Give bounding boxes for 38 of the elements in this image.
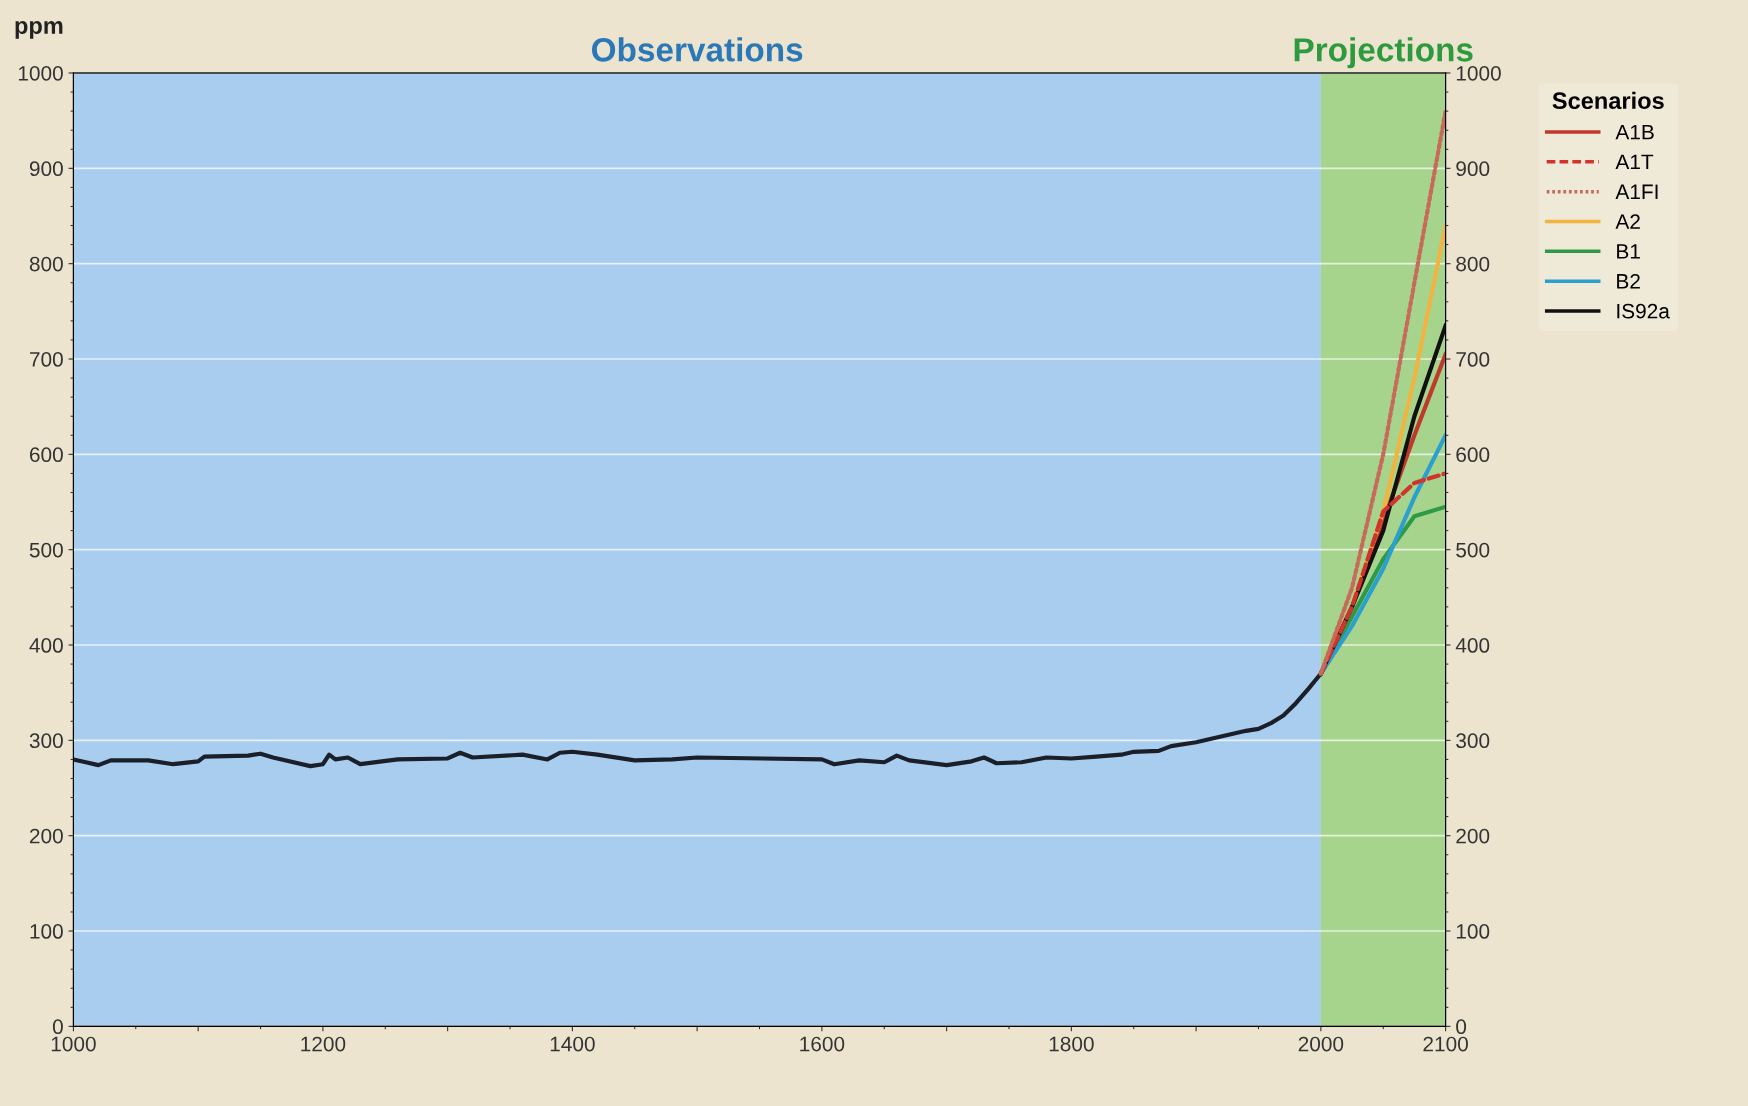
y-tick-label: 600 — [30, 447, 63, 463]
y2-tick-label: 900 — [1456, 161, 1490, 177]
y2-tick-label: 200 — [1456, 828, 1490, 844]
y2-tick-label: 600 — [1456, 447, 1490, 463]
legend-label: A1FI — [1615, 184, 1658, 199]
x-tick-label: 2100 — [1423, 1036, 1468, 1052]
y2-tick-label: 100 — [1456, 924, 1490, 939]
x-tick-label: 2000 — [1298, 1036, 1344, 1052]
y-tick-label: 200 — [29, 828, 63, 844]
legend-label: B2 — [1617, 273, 1640, 289]
y-tick-label: 400 — [29, 638, 63, 653]
legend-label: A2 — [1615, 214, 1640, 229]
legend-label: B1 — [1617, 244, 1640, 259]
y-tick-label: 0 — [52, 1019, 63, 1035]
legend-label: A1B — [1615, 124, 1654, 140]
y2-tick-label: 800 — [1456, 256, 1490, 272]
y-tick-label: 700 — [30, 352, 63, 367]
y-tick-label: 500 — [29, 542, 63, 558]
y-tick-label: 900 — [29, 161, 63, 177]
legend-label: IS92a — [1617, 303, 1670, 319]
band-label: Observations — [591, 37, 803, 62]
y-tick-label: 800 — [29, 256, 63, 272]
y-tick-label: 100 — [30, 924, 63, 939]
y2-tick-label: 0 — [1456, 1019, 1467, 1035]
y-axis-title: ppm — [15, 21, 63, 39]
y-tick-label: 300 — [29, 733, 63, 749]
y2-tick-label: 300 — [1456, 733, 1490, 749]
x-tick-label: 1600 — [800, 1036, 845, 1052]
y2-tick-label: 500 — [1456, 542, 1490, 558]
x-tick-label: 1000 — [51, 1036, 96, 1052]
x-tick-label: 1200 — [301, 1036, 346, 1052]
y2-tick-label: 400 — [1455, 638, 1490, 653]
x-tick-label: 1400 — [550, 1036, 595, 1052]
x-tick-label: 1800 — [1049, 1036, 1094, 1052]
legend-title: Scenarios — [1552, 91, 1664, 110]
y-tick-label: 1000 — [18, 66, 63, 81]
y2-tick-label: 700 — [1456, 352, 1490, 367]
legend-label: A1T — [1615, 154, 1654, 170]
